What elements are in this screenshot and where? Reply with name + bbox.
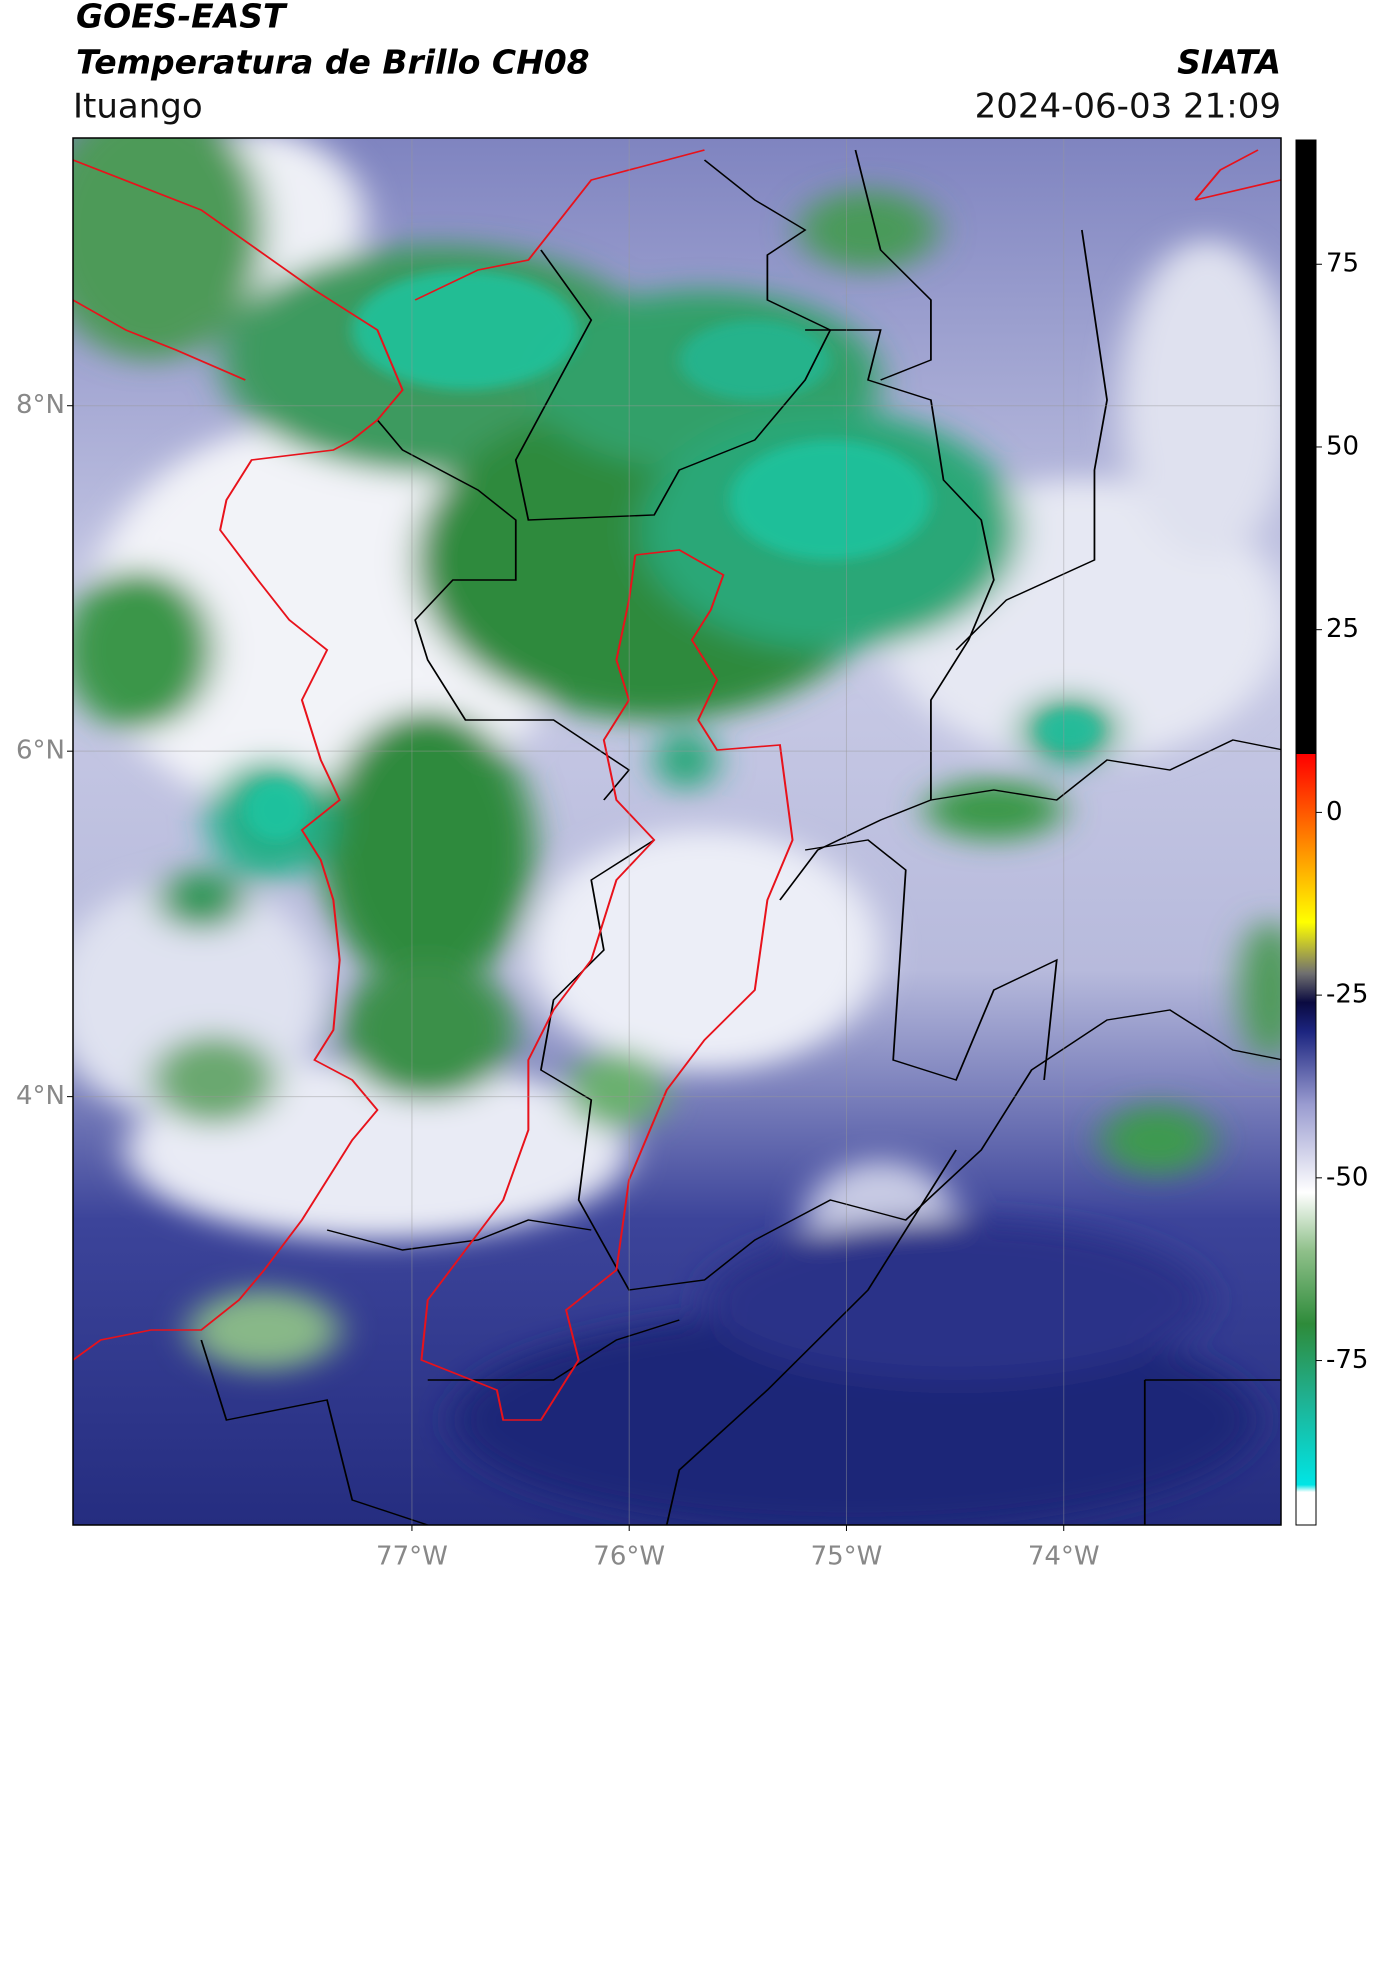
colorbar-tick-label: 0 [1326, 797, 1343, 827]
organization: SIATA [1177, 43, 1281, 82]
coastline [73, 149, 1281, 1421]
colorbar-scale [1295, 139, 1317, 1526]
product-title: Temperatura de Brillo CH08 [76, 43, 590, 82]
borders [200, 149, 1281, 1525]
colorbar-tick-label: 75 [1326, 249, 1359, 279]
colorbar-tick-label: -25 [1326, 980, 1368, 1010]
colorbar: -75 -50 -25 0 25 50 75 [1295, 139, 1368, 1526]
lon-tick-label: 75°W [811, 1542, 883, 1572]
location: Ituango [73, 87, 203, 127]
lat-tick-label: 4°N [16, 1081, 65, 1111]
colorbar-tick-label: 50 [1326, 431, 1359, 461]
colorbar-tick-label: -50 [1326, 1162, 1368, 1192]
lon-tick-label: 74°W [1028, 1542, 1100, 1572]
satellite-image [73, 138, 1281, 1525]
datetime: 2024-06-03 21:09 [975, 87, 1281, 127]
satellite-title: GOES-EAST [76, 0, 288, 36]
colorbar-tick-label: -75 [1326, 1345, 1368, 1375]
map-frame [72, 137, 1282, 1526]
graticule: 4°N 6°N 8°N 77°W 76°W 75°W 74°W [16, 138, 1281, 1572]
lon-tick-label: 77°W [376, 1542, 448, 1572]
lat-tick-label: 8°N [16, 390, 65, 420]
lon-tick-label: 76°W [593, 1542, 665, 1572]
colorbar-tick-label: 25 [1326, 614, 1359, 644]
lat-tick-label: 6°N [16, 736, 65, 766]
